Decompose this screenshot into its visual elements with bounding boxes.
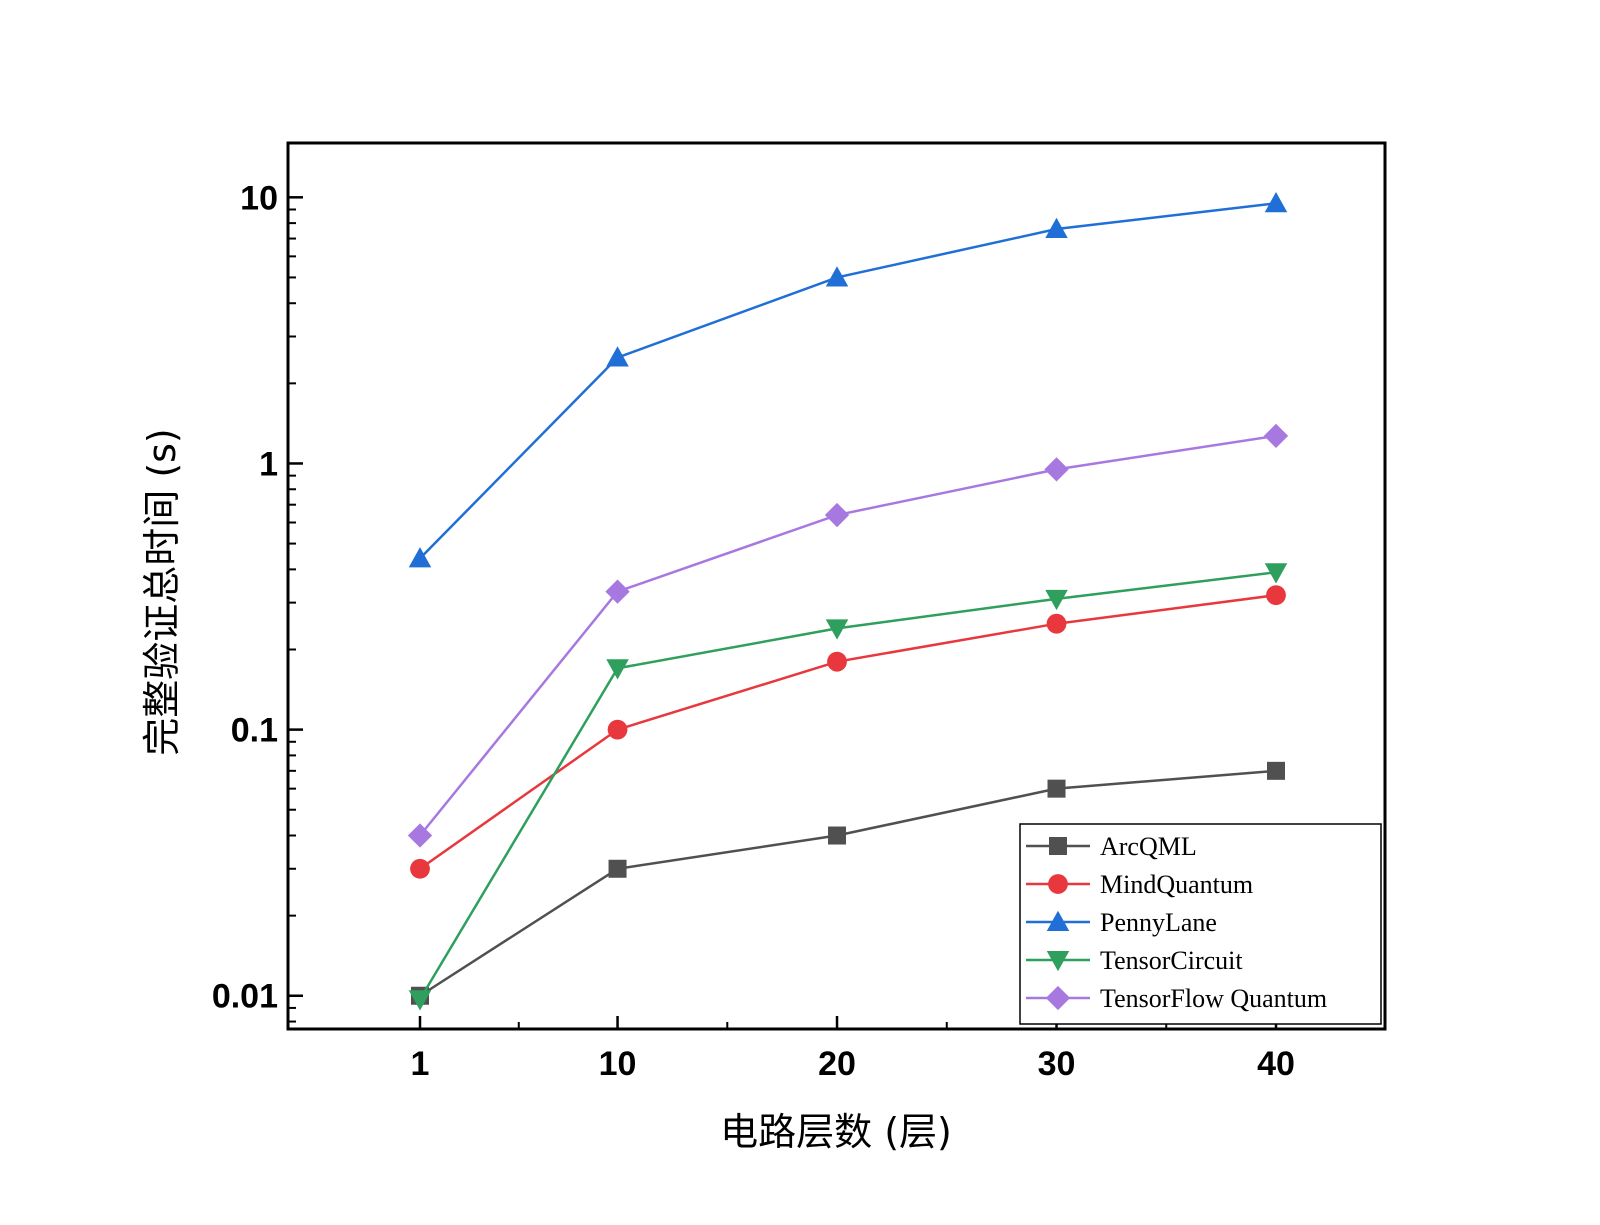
legend-marker [1048, 874, 1068, 894]
legend-marker [1049, 837, 1067, 855]
data-point [1263, 423, 1289, 448]
legend-marker [1046, 951, 1070, 972]
data-point [407, 823, 433, 848]
y-tick-label: 1 [259, 445, 278, 483]
series-line [419, 202, 1277, 560]
data-point [408, 547, 432, 568]
legend-label: MindQuantum [1100, 870, 1253, 899]
data-point [605, 579, 630, 604]
legend-item: TensorCircuit [1026, 946, 1243, 975]
x-tick-label: 40 [1257, 1045, 1295, 1083]
data-point [607, 719, 628, 740]
data-point [408, 990, 432, 1011]
legend-marker [1045, 985, 1071, 1011]
legend-label: TensorFlow Quantum [1100, 984, 1327, 1013]
legend-item: PennyLane [1026, 908, 1217, 937]
y-tick-label: 0.1 [231, 712, 278, 750]
x-tick-label: 20 [818, 1045, 856, 1083]
data-point [1267, 761, 1285, 780]
data-point [1264, 563, 1288, 584]
data-point [825, 266, 849, 287]
x-tick-label: 1 [411, 1045, 430, 1083]
y-tick-label: 0.01 [212, 978, 278, 1016]
legend-label: PennyLane [1100, 908, 1217, 937]
legend-item: ArcQML [1026, 832, 1197, 861]
y-axis-ticks: 10 1 0.1 0.01 [212, 179, 303, 1016]
data-point [825, 619, 849, 640]
data-point [1044, 457, 1069, 482]
data-point [1045, 589, 1068, 611]
legend-marker [1046, 910, 1070, 931]
legend: ArcQML MindQuantum PennyLane TensorCircuit T… [1019, 823, 1382, 1025]
series-mindquantum [410, 585, 1286, 879]
x-tick-label: 30 [1038, 1045, 1076, 1083]
legend-item: TensorFlow Quantum [1026, 984, 1327, 1013]
y-tick-label: 10 [240, 179, 278, 217]
data-point [608, 859, 627, 878]
legend-label: TensorCircuit [1100, 946, 1243, 975]
data-point [606, 659, 629, 680]
data-point [828, 826, 847, 845]
data-point [1264, 192, 1288, 213]
x-axis-ticks: 1 10 20 30 40 [411, 1016, 1295, 1083]
data-point [410, 858, 430, 879]
x-axis-title: 电路层数 (层) [720, 1110, 952, 1154]
data-point [824, 502, 850, 528]
y-minor-ticks [288, 208, 296, 1023]
data-point [606, 346, 629, 367]
legend-box [1019, 823, 1382, 1025]
data-point [1047, 779, 1066, 798]
x-tick-label: 10 [599, 1045, 637, 1083]
legend-item: MindQuantum [1026, 870, 1253, 899]
series-tensorflow-quantum [407, 423, 1289, 848]
data-point [1266, 585, 1286, 606]
legend-label: ArcQML [1100, 832, 1197, 861]
series-pennylane [408, 192, 1288, 568]
series-tensorcircuit [408, 563, 1288, 1011]
y-axis-title: 完整验证总时间 (s) [140, 428, 184, 756]
series-line [419, 434, 1277, 837]
data-point [1045, 217, 1068, 239]
data-point [827, 651, 847, 672]
data-point [1046, 613, 1067, 634]
series-layer [407, 192, 1289, 1011]
